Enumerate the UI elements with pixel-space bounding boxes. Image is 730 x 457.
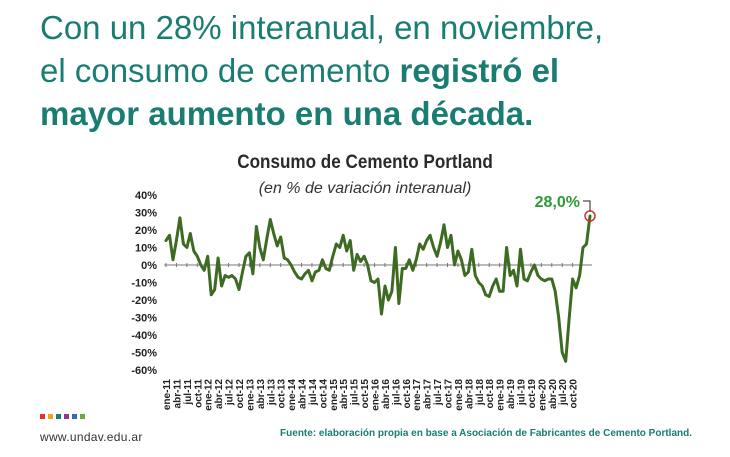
- footer-url[interactable]: www.undav.edu.ar: [40, 430, 143, 444]
- x-tick-label: abr-12: [214, 379, 225, 409]
- x-tick-label: oct-18: [485, 379, 496, 409]
- x-tick-label: jul-11: [183, 379, 194, 406]
- x-tick-label: abr-18: [464, 379, 475, 409]
- x-tick-label: oct-16: [402, 379, 413, 409]
- x-tick-label: abr-20: [548, 379, 559, 409]
- x-tick-label: jul-20: [558, 379, 569, 407]
- x-tick-label: jul-16: [391, 379, 402, 407]
- y-tick-label: 10%: [135, 243, 157, 255]
- x-tick-label: abr-17: [423, 379, 434, 409]
- x-tick-label: oct-13: [277, 379, 288, 409]
- x-tick-label: ene-15: [329, 379, 340, 411]
- x-tick-label: ene-20: [537, 379, 548, 411]
- x-tick-label: ene-16: [371, 379, 382, 411]
- x-tick-label: ene-19: [496, 379, 507, 411]
- x-tick-label: abr-15: [339, 379, 350, 409]
- x-tick-label: oct-19: [527, 379, 538, 409]
- x-tick-label: jul-17: [433, 379, 444, 407]
- x-tick-label: ene-17: [412, 379, 423, 411]
- y-tick-label: -40%: [131, 330, 157, 342]
- y-tick-label: -50%: [131, 348, 157, 360]
- y-tick-label: 20%: [135, 225, 157, 237]
- undav-logo-dots: [40, 414, 85, 419]
- logo-dot: [56, 414, 61, 419]
- x-tick-label: jul-12: [225, 379, 236, 407]
- x-tick-label: ene-13: [245, 379, 256, 411]
- headline-part2: el consumo de cemento: [40, 52, 400, 89]
- x-tick-label: oct-11: [193, 379, 204, 408]
- x-tick-label: oct-12: [235, 379, 246, 409]
- headline-part3: registró el: [399, 52, 560, 89]
- x-tick-label: oct-15: [360, 379, 371, 409]
- chart-subtitle: (en % de variación interanual): [258, 180, 472, 197]
- x-tick-label: jul-15: [350, 379, 361, 407]
- x-tick-label: jul-13: [266, 379, 277, 407]
- y-tick-label: -60%: [131, 365, 157, 377]
- logo-dot: [72, 414, 77, 419]
- logo-dot: [48, 414, 53, 419]
- x-tick-label: abr-16: [381, 379, 392, 409]
- x-tick-label: jul-14: [308, 379, 319, 407]
- footer-source: Fuente: elaboración propia en base a Aso…: [280, 428, 692, 439]
- x-tick-label: abr-13: [256, 379, 267, 409]
- y-tick-label: -10%: [131, 278, 157, 290]
- logo-dot: [80, 414, 85, 419]
- y-tick-label: 0%: [141, 260, 157, 272]
- y-tick-label: 40%: [135, 190, 157, 202]
- logo-dot: [64, 414, 69, 419]
- x-tick-label: oct-20: [569, 379, 580, 409]
- x-tick-label: ene-18: [454, 379, 465, 411]
- chart-title: Consumo de Cemento Portland: [237, 152, 493, 173]
- x-tick-label: oct-17: [444, 379, 455, 409]
- x-tick-label: jul-18: [475, 379, 486, 407]
- x-tick-label: abr-11: [172, 379, 183, 409]
- x-tick-label: jul-19: [516, 379, 527, 407]
- headline-part4: mayor aumento en una década.: [40, 95, 534, 132]
- x-tick-label: abr-19: [506, 379, 517, 409]
- x-tick-label: ene-11: [162, 379, 173, 411]
- logo-dot: [40, 414, 45, 419]
- y-tick-label: -20%: [131, 295, 157, 307]
- series-line: [164, 214, 592, 363]
- annotation-leader: [583, 200, 591, 211]
- headline: Con un 28% interanual, en noviembre, el …: [40, 6, 720, 135]
- y-tick-label: -30%: [131, 313, 157, 325]
- x-tick-label: ene-12: [204, 379, 215, 411]
- headline-part1: Con un 28% interanual, en noviembre,: [40, 9, 604, 46]
- x-tick-label: abr-14: [298, 379, 309, 409]
- annotation-label: 28,0%: [535, 194, 580, 211]
- x-tick-label: ene-14: [287, 379, 298, 411]
- y-tick-label: 30%: [135, 208, 157, 220]
- x-tick-label: oct-14: [318, 379, 329, 409]
